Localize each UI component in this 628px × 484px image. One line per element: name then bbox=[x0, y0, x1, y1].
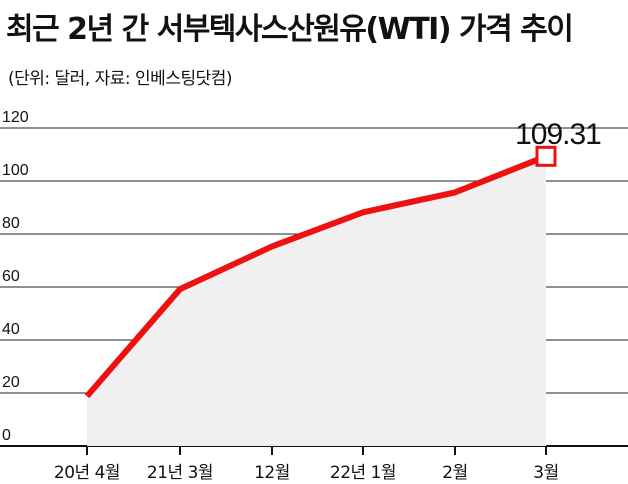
series-line bbox=[84, 153, 548, 399]
data-label-layer: 109.31 bbox=[515, 118, 602, 151]
y-tick-label: 0 bbox=[2, 427, 11, 444]
area-fill bbox=[87, 156, 546, 447]
x-tick-label: 2월 bbox=[442, 463, 467, 483]
y-tick-label: 120 bbox=[2, 109, 29, 126]
y-tick-label: 20 bbox=[2, 374, 20, 391]
y-axis-ticks: 0 20 40 60 80 100 120 bbox=[2, 109, 29, 444]
highlight-point-marker bbox=[535, 145, 557, 167]
x-axis-ticks: 20년 4월 21년 3월 12월 22년 1월 2월 3월 bbox=[54, 446, 559, 483]
x-tick-label: 22년 1월 bbox=[330, 463, 396, 483]
x-tick-label: 21년 3월 bbox=[147, 463, 213, 483]
page-title: 최근 2년 간 서부텍사스산원유(WTI) 가격 추이 bbox=[6, 12, 574, 47]
x-tick-label: 3월 bbox=[533, 463, 558, 483]
y-tick-label: 80 bbox=[2, 215, 20, 232]
area-fill-layer bbox=[87, 156, 546, 447]
page-subtitle: (단위: 달러, 자료: 인베스팅닷컴) bbox=[8, 69, 233, 89]
series-line-layer bbox=[84, 145, 557, 399]
x-tick-label: 20년 4월 bbox=[54, 463, 120, 483]
data-label-latest: 109.31 bbox=[515, 118, 601, 151]
y-tick-label: 60 bbox=[2, 268, 20, 285]
y-tick-label: 100 bbox=[2, 162, 29, 179]
x-tick-label: 12월 bbox=[254, 463, 290, 483]
y-tick-label: 40 bbox=[2, 321, 20, 338]
